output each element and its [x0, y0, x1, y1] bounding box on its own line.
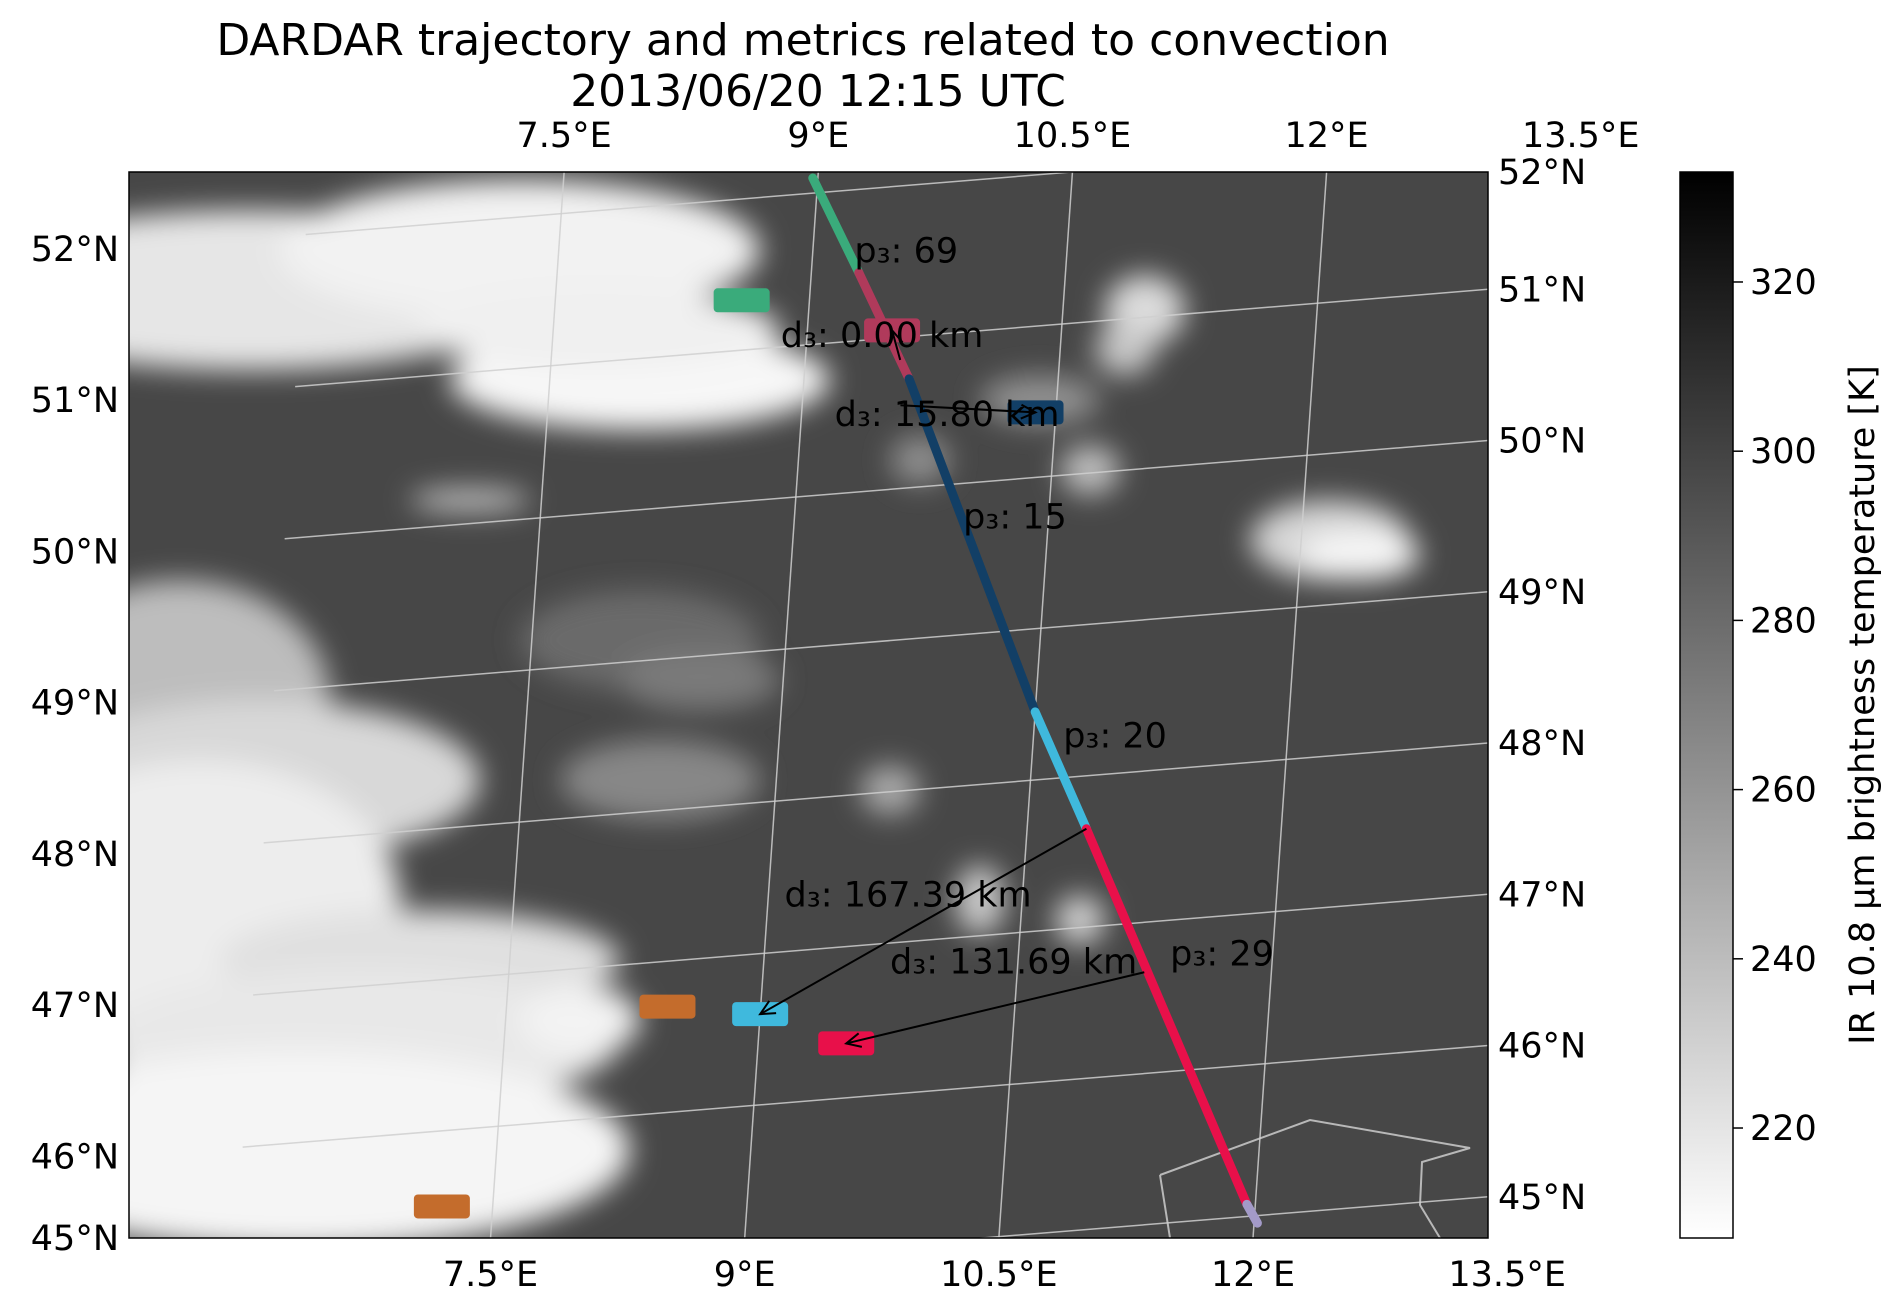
colorbar-tick-label: 260	[1750, 771, 1817, 811]
trajectory-segment	[904, 374, 1040, 717]
lat-tick-left: 51°N	[31, 381, 119, 421]
chart-title: DARDAR trajectory and metrics related to…	[216, 15, 1389, 66]
lon-tick-bottom: 12°E	[1211, 1255, 1295, 1295]
lon-tick-top: 10.5°E	[1014, 116, 1132, 156]
metric-annotation: d₃: 131.69 km	[890, 942, 1137, 982]
lat-tick-right: 46°N	[1498, 1027, 1586, 1067]
dardar-trajectory	[808, 173, 1262, 1228]
meridian-line	[489, 172, 565, 1238]
parallel-line	[263, 742, 1488, 844]
lat-tick-left: 48°N	[31, 835, 119, 875]
metric-annotation: p₃: 15	[963, 498, 1067, 538]
parallel-line	[242, 1044, 1488, 1148]
colorbar-tick-label: 220	[1750, 1109, 1817, 1149]
convective-object	[1579, 516, 1635, 540]
lat-tick-right: 49°N	[1498, 573, 1586, 613]
convective-object	[413, 1194, 470, 1219]
arrow-head	[758, 1000, 777, 1016]
lon-tick-top: 13.5°E	[1522, 116, 1640, 156]
parallel-line	[295, 288, 1488, 388]
trajectory-segment	[854, 268, 914, 384]
arrow-head	[1020, 403, 1038, 420]
lon-tick-top: 12°E	[1285, 116, 1369, 156]
distance-arrows	[758, 328, 1145, 1048]
graticule	[242, 54, 1589, 1271]
axis-tick-labels: 7.5°E 7.5°E 9°E 9°E 10.5°E 10.5°E 12°E 12°E 13.5…	[31, 116, 1640, 1295]
colorbar-tick-label: 320	[1750, 263, 1817, 303]
trajectory-segment	[808, 173, 864, 278]
distance-arrow	[846, 971, 1145, 1045]
convective-object	[639, 994, 696, 1019]
lat-tick-right: 47°N	[1498, 875, 1586, 915]
lat-tick-right: 50°N	[1498, 422, 1586, 462]
meridian-line	[743, 172, 820, 1238]
metric-annotation: p₃: 29	[1170, 935, 1274, 975]
parallel-line	[274, 591, 1488, 692]
distance-arrow	[900, 404, 1036, 414]
trajectory-segment	[1242, 1199, 1262, 1228]
colorbar-tick-label: 240	[1750, 940, 1817, 980]
distance-arrow	[891, 330, 902, 361]
lon-tick-bottom: 13.5°E	[1448, 1255, 1566, 1295]
satellite-map	[129, 54, 1635, 1271]
colorbar	[1679, 171, 1734, 1239]
colorbar-tick-label: 280	[1750, 601, 1817, 641]
arrow-head	[888, 328, 904, 347]
map-frame	[128, 171, 1489, 1239]
lat-tick-right: 52°N	[1498, 153, 1586, 193]
lat-tick-left: 52°N	[31, 230, 119, 270]
metric-annotation: p₃: 20	[1063, 716, 1167, 756]
colorbar-label: IR 10.8 μm brightness temperature [K]	[1843, 365, 1883, 1044]
lon-tick-bottom: 10.5°E	[940, 1255, 1058, 1295]
meridian-line	[1252, 172, 1328, 1238]
metric-annotation: d₃: 0.00 km	[781, 316, 984, 356]
lat-tick-right: 48°N	[1498, 724, 1586, 764]
chart-subtitle: 2013/06/20 12:15 UTC	[570, 66, 1066, 117]
lat-tick-right: 51°N	[1498, 270, 1586, 310]
lat-tick-left: 46°N	[31, 1137, 119, 1177]
lon-tick-bottom: 9°E	[714, 1255, 776, 1295]
colorbar-ticks: 220 240 260 280 300 320	[1733, 263, 1817, 1149]
metric-annotation: d₃: 15.80 km	[835, 395, 1060, 435]
lat-tick-right: 45°N	[1498, 1178, 1586, 1218]
metric-annotation: p₃: 69	[854, 231, 958, 271]
metric-annotation: d₃: 167.39 km	[785, 875, 1032, 915]
lat-tick-left: 50°N	[31, 532, 119, 572]
lon-tick-top: 7.5°E	[516, 116, 611, 156]
arrow-head	[844, 1032, 863, 1048]
annotations: p₃: 69 d₃: 0.00 km d₃: 15.80 km p₃: 15 p₃: 2…	[781, 231, 1274, 982]
parallel-line	[305, 172, 1082, 236]
lon-tick-bottom: 7.5°E	[443, 1255, 538, 1295]
lat-tick-left: 45°N	[31, 1219, 119, 1259]
country-border	[1159, 1118, 1471, 1238]
trajectory-segment	[1081, 824, 1252, 1209]
cloud-imagery	[129, 180, 1420, 1238]
parallel-line	[253, 893, 1488, 996]
distance-arrow	[759, 827, 1087, 1016]
trajectory-segment	[1030, 707, 1091, 834]
lat-tick-left: 49°N	[31, 684, 119, 724]
parallel-line	[973, 1196, 1488, 1238]
lat-tick-left: 47°N	[31, 986, 119, 1026]
parallel-line	[284, 439, 1488, 540]
lon-tick-top: 9°E	[787, 116, 849, 156]
country-border	[1159, 1174, 1171, 1238]
meridian-line	[1505, 54, 1589, 1271]
colorbar-tick-label: 300	[1750, 432, 1817, 472]
convective-object	[713, 288, 770, 313]
